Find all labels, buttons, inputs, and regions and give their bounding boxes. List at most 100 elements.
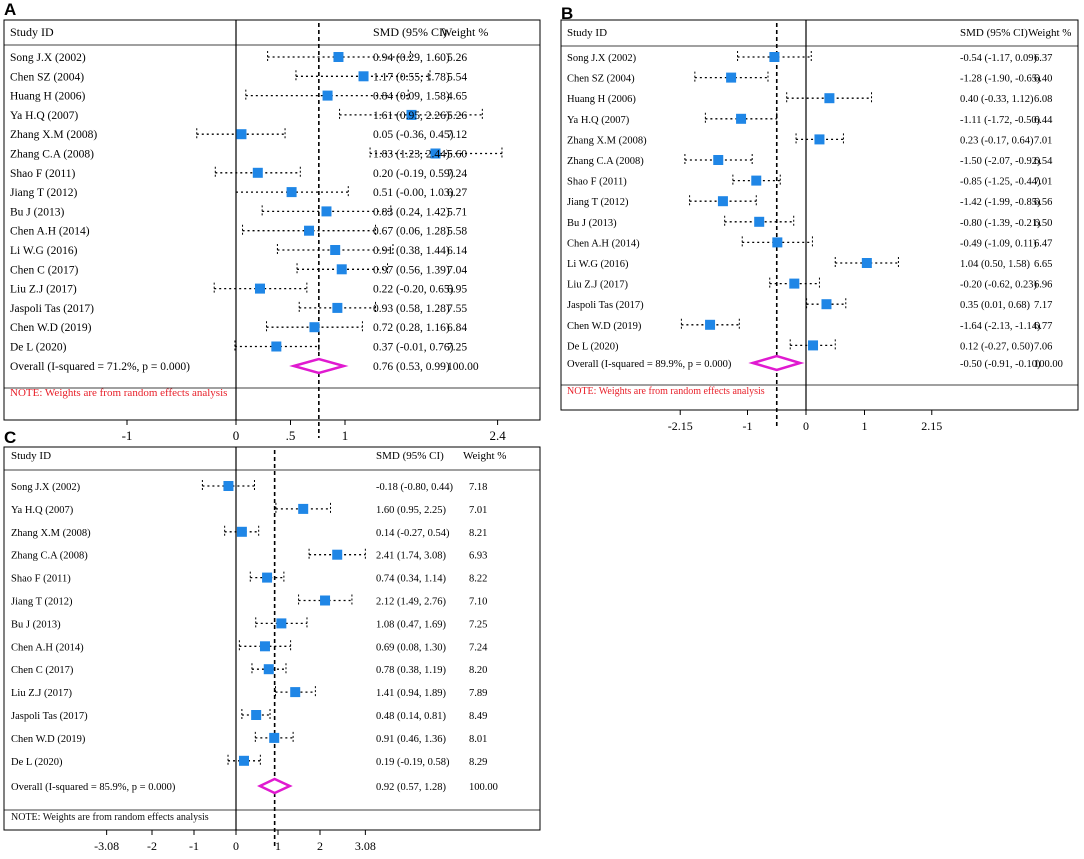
point-estimate-b — [789, 278, 800, 289]
study-name-a: Jiang T (2012) — [10, 187, 77, 199]
weight-value-b: 6.47 — [1034, 238, 1052, 249]
point-estimate-b — [717, 196, 728, 207]
weight-value-c: 7.89 — [469, 688, 487, 699]
overall-weight-b: 100.00 — [1034, 359, 1063, 370]
weight-value-a: 5.26 — [447, 110, 467, 122]
ci-value-b: -1.42 (-1.99, -0.85) — [960, 197, 1041, 208]
ci-value-c: 0.74 (0.34, 1.14) — [376, 574, 446, 585]
point-estimate-a — [286, 187, 297, 198]
ci-value-b: -1.50 (-2.07, -0.92) — [960, 156, 1041, 167]
point-estimate-a — [252, 167, 263, 178]
study-name-c: Bu J (2013) — [11, 619, 61, 630]
ci-value-c: 1.60 (0.95, 2.25) — [376, 505, 446, 516]
x-tick-label-b: -2.15 — [668, 419, 693, 433]
study-name-b: Jaspoli Tas (2017) — [567, 300, 644, 311]
header-study-a: Study ID — [10, 25, 54, 39]
ci-value-a: 0.91 (0.38, 1.44) — [373, 245, 450, 257]
header-smd-a: SMD (95% CI) — [373, 25, 447, 39]
ci-value-b: -0.54 (-1.17, 0.09) — [960, 53, 1037, 64]
ci-value-b: -1.11 (-1.72, -0.50) — [960, 115, 1041, 126]
ci-value-c: 0.91 (0.46, 1.36) — [376, 734, 446, 745]
x-tick-label-a: -1 — [122, 428, 133, 443]
ci-value-c: 0.19 (-0.19, 0.58) — [376, 757, 450, 768]
ci-value-a: 0.37 (-0.01, 0.76) — [373, 342, 454, 354]
weight-value-a: 6.14 — [447, 245, 467, 257]
panel-letter-b: B — [561, 4, 574, 23]
ci-value-a: 0.67 (0.06, 1.28) — [373, 226, 450, 238]
study-name-c: Shao F (2011) — [11, 574, 71, 585]
weight-value-a: 6.84 — [447, 322, 467, 334]
overall-label-a: Overall (I-squared = 71.2%, p = 0.000) — [10, 361, 190, 373]
point-estimate-a — [304, 225, 315, 236]
study-name-c: Jiang T (2012) — [11, 597, 73, 608]
point-estimate-b — [751, 175, 762, 186]
ci-value-a: 0.05 (-0.36, 0.45) — [373, 129, 454, 141]
point-estimate-c — [298, 503, 309, 514]
overall-diamond-c — [257, 777, 293, 795]
point-estimate-c — [238, 755, 249, 766]
study-name-c: Liu Z.J (2017) — [11, 688, 72, 699]
weight-value-b: 7.06 — [1034, 341, 1052, 352]
ci-value-b: -1.64 (-2.13, -1.14) — [960, 321, 1041, 332]
weight-value-b: 6.65 — [1034, 259, 1052, 270]
weight-value-c: 8.29 — [469, 757, 487, 768]
ci-value-b: -0.20 (-0.62, 0.23) — [960, 280, 1037, 291]
weight-value-c: 8.22 — [469, 574, 487, 585]
ci-value-b: 0.40 (-0.33, 1.12) — [960, 94, 1034, 105]
point-estimate-c — [320, 595, 331, 606]
ci-value-a: 0.51 (-0.00, 1.03) — [373, 187, 454, 199]
study-name-a: Chen SZ (2004) — [10, 71, 84, 83]
ci-value-a: 1.17 (0.55, 1.78) — [373, 71, 450, 83]
weight-value-a: 7.04 — [447, 264, 467, 276]
x-tick-label-c: -2 — [147, 839, 157, 853]
weight-value-c: 8.49 — [469, 711, 487, 722]
weight-value-a: 7.12 — [447, 129, 467, 141]
x-tick-label-a: .5 — [286, 428, 296, 443]
ci-value-a: 0.83 (0.24, 1.42) — [373, 206, 450, 218]
point-estimate-b — [713, 155, 724, 165]
point-estimate-a — [406, 109, 417, 120]
overall-ci-b: -0.50 (-0.91, -0.10) — [960, 359, 1041, 370]
panel-frame-a — [3, 19, 541, 421]
ci-value-a: 1.61 (0.95, 2.26) — [373, 110, 450, 122]
study-name-c: Zhang X.M (2008) — [11, 528, 91, 539]
study-name-a: De L (2020) — [10, 342, 67, 354]
weight-value-c: 6.93 — [469, 551, 487, 562]
point-estimate-c — [236, 526, 247, 537]
study-name-c: Ya H.Q (2007) — [11, 505, 74, 516]
point-estimate-c — [262, 572, 273, 583]
study-name-c: Chen W.D (2019) — [11, 734, 86, 745]
point-estimate-c — [290, 687, 301, 698]
point-estimate-b — [821, 299, 832, 310]
x-tick-label-a: 0 — [233, 428, 240, 443]
x-tick-label-c: 0 — [233, 839, 239, 853]
point-estimate-a — [332, 302, 343, 313]
note-text-c: NOTE: Weights are from random effects an… — [11, 812, 209, 823]
overall-weight-c: 100.00 — [469, 782, 498, 793]
study-name-c: Zhang C.A (2008) — [11, 551, 88, 562]
weight-value-a: 6.27 — [447, 187, 467, 199]
x-tick-label-c: 1 — [275, 839, 281, 853]
weight-value-b: 6.77 — [1034, 321, 1052, 332]
ci-value-a: 0.72 (0.28, 1.16) — [373, 322, 450, 334]
study-name-b: Chen W.D (2019) — [567, 321, 642, 332]
weight-value-c: 7.24 — [469, 642, 488, 653]
x-tick-label-a: 2.4 — [489, 428, 506, 443]
x-tick-label-c: 3.08 — [355, 839, 376, 853]
study-name-b: Ya H.Q (2007) — [567, 115, 630, 126]
weight-value-b: 7.01 — [1034, 135, 1052, 146]
weight-value-b: 6.44 — [1034, 115, 1053, 126]
point-estimate-b — [736, 113, 747, 124]
point-estimate-c — [263, 664, 274, 675]
header-weight-c: Weight % — [463, 450, 506, 462]
ci-value-c: 2.41 (1.74, 3.08) — [376, 551, 446, 562]
study-name-a: Ya H.Q (2007) — [10, 110, 78, 122]
x-tick-label-b: 1 — [862, 419, 868, 433]
weight-value-b: 6.40 — [1034, 74, 1052, 85]
weight-value-a: 5.26 — [447, 52, 467, 64]
study-name-a: Jaspoli Tas (2017) — [10, 303, 94, 315]
point-estimate-b — [814, 134, 825, 145]
weight-value-c: 7.25 — [469, 619, 487, 630]
